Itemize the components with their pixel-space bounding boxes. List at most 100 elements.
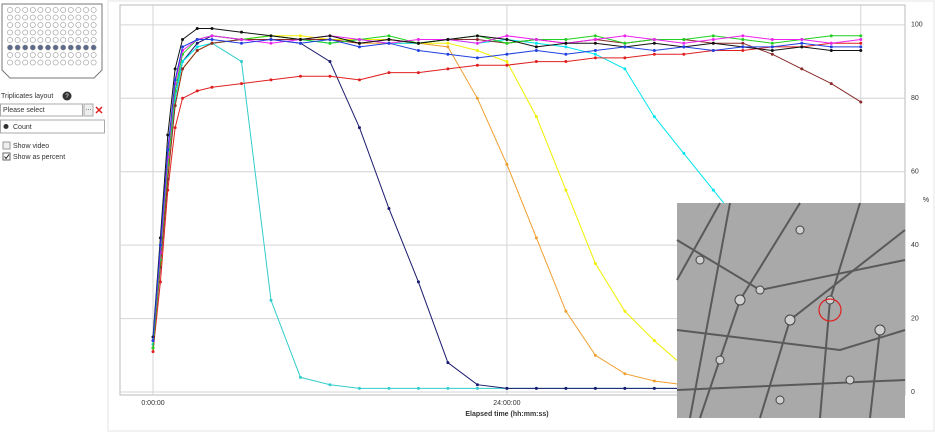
well xyxy=(45,29,51,36)
well xyxy=(90,29,97,36)
well xyxy=(7,44,13,51)
well xyxy=(83,37,89,43)
well xyxy=(22,37,29,43)
data-point xyxy=(623,67,627,71)
well xyxy=(37,22,44,28)
well xyxy=(45,7,51,13)
data-point xyxy=(475,63,479,67)
data-point xyxy=(652,339,656,343)
data-point xyxy=(564,60,568,64)
well xyxy=(45,14,51,21)
data-point xyxy=(475,96,479,100)
data-point xyxy=(593,41,597,45)
highlight-circle xyxy=(818,298,842,322)
data-point xyxy=(195,49,199,53)
well xyxy=(22,44,29,51)
data-point xyxy=(328,38,332,42)
well xyxy=(22,59,29,66)
data-point xyxy=(151,339,155,343)
well xyxy=(52,22,59,28)
data-point xyxy=(158,243,162,247)
select-box[interactable] xyxy=(0,103,83,117)
data-point xyxy=(151,346,155,350)
data-point xyxy=(564,41,568,45)
well xyxy=(83,22,89,28)
left-panel: Triplicates layout ? Please select ... C… xyxy=(0,3,105,161)
data-point xyxy=(859,41,863,45)
data-point xyxy=(593,262,597,266)
data-point xyxy=(534,49,538,53)
data-point xyxy=(387,386,391,390)
data-point xyxy=(446,386,450,390)
data-point xyxy=(505,41,509,45)
well xyxy=(29,37,36,43)
well xyxy=(83,44,89,51)
well xyxy=(67,37,74,43)
show-percent-checkbox[interactable] xyxy=(2,152,11,161)
data-point xyxy=(328,34,332,38)
data-point xyxy=(829,49,833,53)
plate-wells xyxy=(7,7,97,66)
data-point xyxy=(593,56,597,60)
data-point xyxy=(859,38,863,42)
data-point xyxy=(328,383,332,387)
well xyxy=(67,29,74,36)
well xyxy=(52,59,59,66)
data-point xyxy=(652,52,656,56)
well xyxy=(60,29,67,36)
data-point xyxy=(446,41,450,45)
data-point xyxy=(446,38,450,42)
data-point xyxy=(564,45,568,49)
data-point xyxy=(416,38,420,42)
data-point xyxy=(416,41,420,45)
well xyxy=(90,14,97,21)
data-point xyxy=(158,280,162,284)
well xyxy=(60,52,67,58)
data-point xyxy=(800,41,804,45)
well xyxy=(52,14,59,21)
select-button[interactable] xyxy=(83,103,94,117)
data-point xyxy=(416,280,420,284)
well xyxy=(7,37,13,43)
data-point xyxy=(475,383,479,387)
data-point xyxy=(682,151,686,155)
data-point xyxy=(652,386,656,390)
checkmark xyxy=(4,154,10,160)
select-button-text: ... xyxy=(86,105,92,112)
data-point xyxy=(623,372,627,376)
data-point xyxy=(357,78,361,82)
data-point xyxy=(210,34,214,38)
clear-icon[interactable] xyxy=(95,106,103,114)
well xyxy=(45,52,51,58)
x-axis-label: Elapsed time (hh:mm:ss) xyxy=(465,411,548,418)
count-radio[interactable] xyxy=(3,124,9,129)
data-point xyxy=(239,38,243,42)
show-video-checkbox[interactable] xyxy=(2,141,11,150)
data-point xyxy=(475,386,479,390)
well xyxy=(83,14,89,21)
well xyxy=(60,14,67,21)
data-point xyxy=(298,375,302,379)
data-point xyxy=(210,27,214,31)
well xyxy=(7,14,13,21)
help-icon[interactable] xyxy=(62,91,72,101)
data-point xyxy=(652,41,656,45)
well xyxy=(29,44,36,51)
data-point xyxy=(269,38,273,42)
well xyxy=(83,29,89,36)
well xyxy=(22,52,29,58)
data-point xyxy=(829,34,833,38)
well xyxy=(67,14,74,21)
data-point xyxy=(195,45,199,49)
data-point xyxy=(357,38,361,42)
data-point xyxy=(623,41,627,45)
data-point xyxy=(505,63,509,67)
data-point xyxy=(770,52,774,56)
well xyxy=(75,52,82,58)
data-point xyxy=(564,309,568,313)
help-icon-text: ? xyxy=(65,94,69,100)
y-axis-label: % xyxy=(923,197,929,204)
triplicates-label: Triplicates layout xyxy=(1,93,53,100)
data-point xyxy=(534,115,538,119)
y-tick-label: 100 xyxy=(911,22,923,29)
